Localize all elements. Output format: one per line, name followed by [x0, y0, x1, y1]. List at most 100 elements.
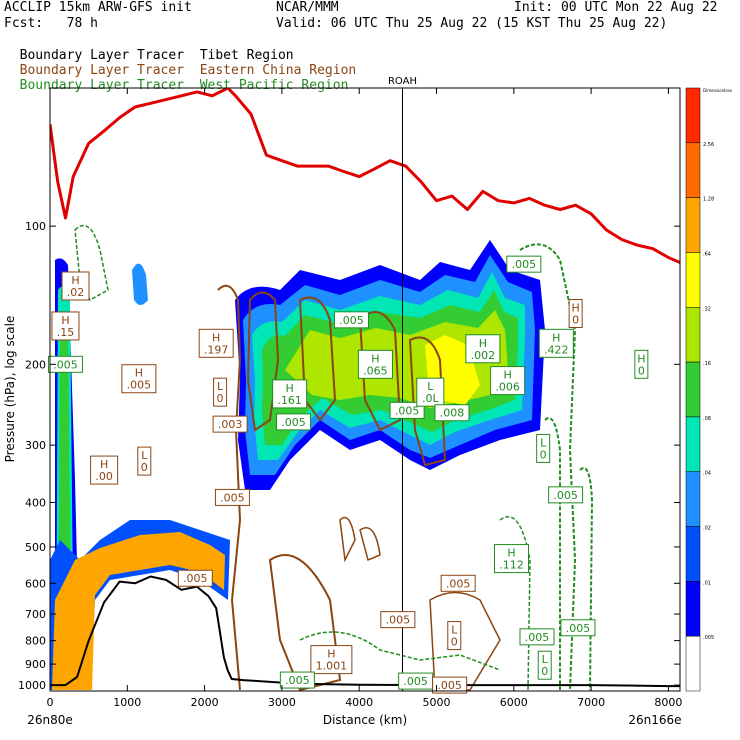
west-pacific-contour — [544, 417, 561, 690]
contour-annotation: H.02 — [61, 271, 90, 301]
annotation-box — [634, 349, 649, 379]
x-tick-label: 6000 — [500, 696, 528, 709]
contour-annotation: .005 — [333, 311, 369, 329]
colorbar-swatch — [685, 252, 701, 308]
contour-annotation: H0 — [634, 349, 649, 379]
annotation-label: .112 — [499, 559, 524, 572]
annotation-label: .005 — [281, 416, 306, 429]
legend-region: Tibet Region — [199, 48, 294, 63]
annotation-label: .02 — [67, 286, 85, 299]
annotation-label: .005 — [183, 572, 208, 585]
annotation-box — [536, 433, 551, 463]
x-tick-label: 7000 — [577, 696, 605, 709]
plot-frame — [49, 87, 681, 692]
colorbar-swatch — [685, 142, 701, 198]
y-tick-label: 400 — [25, 496, 46, 509]
annotation-box — [279, 671, 315, 689]
annotation-label: .005 — [403, 675, 428, 688]
colorbar-level-label: 1.28 — [703, 197, 714, 203]
legend-region: Eastern China Region — [199, 63, 357, 78]
colorbar-level-label: Dimensionless — [703, 88, 732, 93]
annotation-label: .065 — [363, 364, 388, 377]
eastern-china-contour — [339, 516, 356, 563]
y-tick-label: 500 — [25, 541, 46, 554]
y-tick-label: 300 — [25, 439, 46, 452]
annotation-box — [447, 621, 462, 651]
west-pacific-contour — [579, 467, 594, 691]
annotation-label: .422 — [544, 343, 569, 356]
annotation-label: L — [451, 624, 458, 637]
colorbar-swatch — [685, 197, 701, 253]
annotation-box — [61, 271, 90, 301]
annotation-label: .008 — [440, 407, 465, 420]
annotation-label: .003 — [218, 418, 243, 431]
west-pacific-contour — [499, 516, 531, 691]
annotation-box — [121, 364, 157, 394]
contour-annotation: H.422 — [538, 328, 574, 358]
eastern-china-contour — [359, 527, 381, 562]
annotation-label: H — [285, 382, 293, 395]
annotation-label: H — [327, 648, 335, 661]
x-tick-label: 3000 — [268, 696, 296, 709]
annotation-label: H — [503, 369, 511, 382]
y-tick-label: 1000 — [18, 679, 46, 692]
header-valid-time: Valid: 06 UTC Thu 25 Aug 22 (15 KST Thu … — [276, 16, 668, 31]
annotation-label: H — [61, 314, 69, 327]
contour-annotation: H.065 — [357, 349, 393, 379]
annotation-label: 0 — [572, 314, 579, 327]
contour-annotation: .005 — [440, 574, 476, 592]
annotation-label: H — [100, 458, 108, 471]
header-organization: NCAR/MMM — [276, 0, 339, 15]
header-init-time: Init: 00 UTC Mon 22 Aug 22 — [514, 0, 718, 15]
annotation-label: .005 — [446, 577, 471, 590]
x-axis-label: Distance (km) — [323, 713, 407, 727]
annotation-label: H — [212, 331, 220, 344]
contour-annotation: .005 — [432, 676, 468, 694]
colorbar-level-label: 2.56 — [703, 142, 714, 148]
contour-annotation: .008 — [434, 404, 470, 422]
colorbar-level-label: .16 — [703, 361, 711, 367]
annotation-label: 0 — [141, 461, 148, 474]
colorbar-swatch — [685, 361, 701, 418]
contour-annotation: L0 — [137, 446, 152, 476]
annotation-box — [90, 455, 119, 485]
west-pacific-contour — [519, 243, 577, 691]
contour-annotation: L.0L — [416, 377, 445, 407]
annotation-box — [275, 413, 311, 431]
marker-label: ROAH — [388, 76, 417, 87]
contour-annotation: .005 — [398, 672, 434, 690]
annotation-label: .161 — [277, 394, 302, 407]
colorbar-level-label: .64 — [703, 251, 711, 257]
west-pacific-contour — [74, 224, 109, 302]
contour-annotation: L0 — [536, 433, 551, 463]
annotation-box — [47, 355, 83, 373]
left-endpoint-label: 26n80e — [27, 713, 73, 727]
eastern-china-contour — [408, 336, 447, 467]
annotation-label: .005 — [512, 258, 537, 271]
annotation-box — [380, 611, 416, 629]
contour-annotation: H.002 — [465, 334, 501, 364]
x-tick-label: 2000 — [191, 696, 219, 709]
contour-annotation: .005 — [389, 401, 425, 419]
contour-annotation: .005 — [560, 619, 596, 637]
colorbar-swatch — [685, 307, 701, 363]
y-tick-label: 900 — [25, 658, 46, 671]
contour-annotation: .005 — [177, 569, 213, 587]
colorbar: Dimensionless 2.56 1.28 .64 .32 .16 .08 .04 .02.… — [685, 87, 732, 692]
colorbar-swatch — [685, 635, 701, 692]
annotation-label: .006 — [495, 381, 520, 394]
header-forecast-hour: Fcst: 78 h — [4, 16, 98, 31]
annotation-box — [537, 650, 552, 680]
x-tick-label: 5000 — [423, 696, 451, 709]
annotation-box — [434, 404, 470, 422]
right-endpoint-label: 26n166e — [628, 713, 681, 727]
contour-annotation: H.161 — [272, 379, 308, 409]
annotation-label: .0L — [422, 392, 439, 405]
annotation-label: H — [71, 274, 79, 287]
shading-orange-core — [52, 532, 225, 690]
contour-annotation: L0 — [447, 621, 462, 651]
annotation-label: H — [637, 352, 645, 365]
annotation-box — [137, 446, 152, 476]
annotation-label: 0 — [541, 665, 548, 678]
annotation-label: L — [217, 380, 224, 393]
